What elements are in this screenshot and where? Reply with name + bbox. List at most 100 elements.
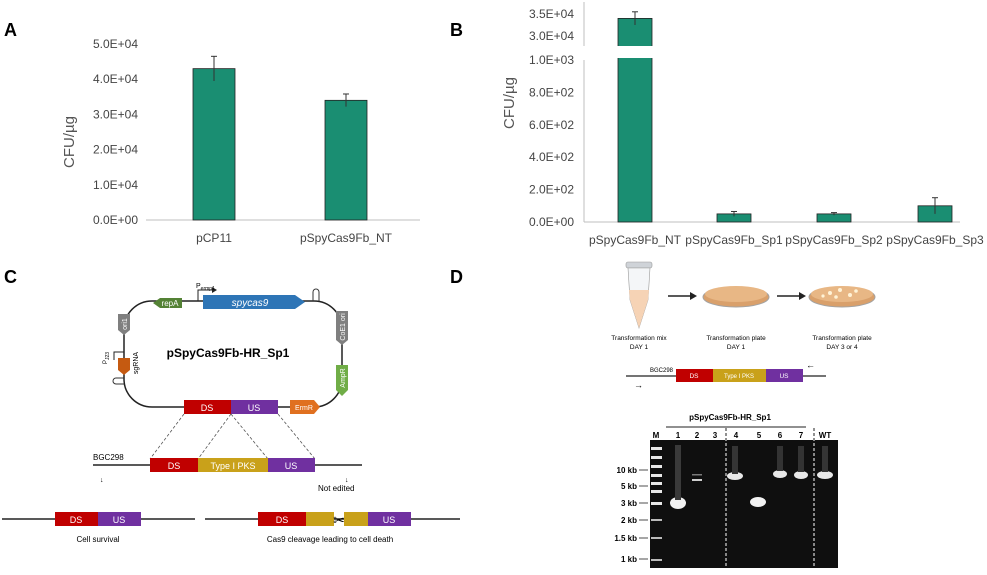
- panel-b-ytick-label: 3.5E+04: [529, 7, 574, 21]
- step1-day: DAY 1: [630, 344, 649, 351]
- ampr-gene: [336, 365, 348, 396]
- gel-ladder-label: 2 kb: [621, 516, 637, 525]
- plate-icon-2: [808, 286, 876, 308]
- panel-a-ytick-label: 1.0E+04: [93, 178, 138, 192]
- repa-label: repA: [162, 299, 180, 308]
- panel-b-ytick-label: 4.0E+02: [529, 150, 574, 164]
- panel-c-letter: C: [4, 267, 17, 287]
- ampr-label: AmpR: [340, 368, 347, 387]
- tube-icon: [625, 261, 653, 329]
- panel-b-xtick-label: pSpyCas9Fb_Sp3: [886, 233, 984, 247]
- gel-lane-label: M: [653, 431, 660, 440]
- d-us-label: US: [779, 373, 789, 380]
- not-edited-label: Not edited: [318, 484, 354, 493]
- gel-lane-label: 6: [778, 431, 783, 440]
- gel-lane-labels: M 1 2 3 4 5 6 7 WT: [653, 431, 832, 440]
- step3-title: Transformation plate: [812, 335, 872, 342]
- crossover-lines: [149, 413, 316, 460]
- gel-lane-label: 5: [757, 431, 762, 440]
- locus-label: BGC298: [93, 453, 124, 462]
- survival-us: [98, 512, 141, 526]
- genome-pks: [198, 458, 268, 472]
- panel-a-x-labels: pCP11 pSpyCas9Fb_NT: [196, 231, 393, 245]
- panel-a-bar: [192, 68, 236, 221]
- genome-ds: [150, 458, 198, 472]
- plasmid-us: [231, 400, 278, 414]
- panel-b-letter: B: [450, 20, 463, 40]
- arrow-down-left: ↓: [100, 477, 104, 484]
- panel-b-y-ticks: 0.0E+00 2.0E+02 4.0E+02 6.0E+02 8.0E+02 1.0E+…: [529, 7, 574, 229]
- d-pks-label: Type I PKS: [724, 374, 754, 380]
- spycas9-gene: [203, 295, 305, 309]
- panel-a-ytick-label: 0.0E+00: [93, 213, 138, 227]
- panel-b-ytick-label: 1.0E+03: [529, 53, 574, 67]
- panel-b: B CFU/µg 0.0E+00 2.0E+02 4.0E+02 6.0E+02 8.0…: [450, 2, 984, 247]
- death-ds-label: DS: [276, 515, 289, 525]
- arrowhead-right-1: [690, 292, 697, 300]
- panel-b-axis-break: [578, 46, 658, 58]
- primer-forward-icon: →: [634, 380, 643, 390]
- death-us: [368, 512, 411, 526]
- coe1-ori-label: CoE1 ori: [340, 313, 347, 341]
- death-us-label: US: [383, 515, 396, 525]
- panel-b-ylabel: CFU/µg: [501, 77, 518, 129]
- gel-ladder-label: 3 kb: [621, 499, 637, 508]
- panel-a-xtick-label: pCP11: [196, 231, 232, 245]
- scissors-icon: ✂: [333, 512, 345, 528]
- gel-lane-label: 1: [676, 431, 681, 440]
- panel-a-xtick-label: pSpyCas9Fb_NT: [300, 231, 393, 245]
- panel-b-x-labels: pSpyCas9Fb_NT pSpyCas9Fb_Sp1 pSpyCas9Fb_Sp…: [589, 233, 984, 247]
- panel-a-ylabel: CFU/µg: [61, 116, 78, 168]
- gel-ladder-label: 1 kb: [621, 555, 637, 564]
- panel-a-ytick-label: 5.0E+04: [93, 37, 138, 51]
- primer-reverse-icon: ←: [806, 360, 815, 370]
- pj23-label: PJ23: [103, 352, 111, 364]
- arrowhead-right-2: [799, 292, 806, 300]
- panel-b-ytick-label: 0.0E+00: [529, 215, 574, 229]
- d-us: [766, 369, 803, 382]
- panel-b-ytick-label: 2.0E+02: [529, 183, 574, 197]
- gel-lane-label: 7: [799, 431, 804, 440]
- terminator-left: [112, 377, 124, 385]
- panel-a-bar: [324, 99, 368, 221]
- death-pks-right: [344, 512, 368, 526]
- death-caption: Cas9 cleavage leading to cell death: [267, 535, 393, 544]
- survival-caption: Cell survival: [76, 535, 119, 544]
- terminator-top: [312, 288, 320, 301]
- plasmid-ds-label: DS: [201, 403, 214, 413]
- plasmid-ds: [184, 400, 231, 414]
- ori1-label: ori1: [122, 318, 129, 330]
- panel-b-xtick-label: pSpyCas9Fb_NT: [589, 233, 682, 247]
- gel-ladder-label: 5 kb: [621, 482, 637, 491]
- plasmid-name: pSpyCas9Fb-HR_Sp1: [167, 346, 290, 360]
- panel-b-ytick-label: 3.0E+04: [529, 29, 574, 43]
- gel-ladder-label: 1.5 kb: [614, 534, 637, 543]
- sgrna-element: [118, 358, 130, 375]
- ermr-gene: [290, 400, 320, 414]
- gel-ladder-label: 10 kb: [617, 466, 638, 475]
- panel-b-xtick-label: pSpyCas9Fb_Sp2: [785, 233, 883, 247]
- panel-b-ytick-label: 6.0E+02: [529, 118, 574, 132]
- panel-a-ytick-label: 3.0E+04: [93, 107, 138, 121]
- pj23-arrow: [113, 351, 124, 360]
- panel-a-ytick-label: 2.0E+04: [93, 143, 138, 157]
- gel-lane-label: 3: [713, 431, 718, 440]
- step3-day: DAY 3 or 4: [826, 344, 858, 351]
- gel-lane-label: WT: [819, 431, 832, 440]
- gel-bands: [651, 445, 833, 561]
- gel-ladder-labels: 10 kb 5 kb 3 kb 2 kb 1.5 kb 1 kb: [614, 466, 648, 564]
- panel-d: D Transformation mix DAY 1 Transformatio…: [450, 261, 876, 568]
- panel-a-bars: [192, 55, 368, 221]
- d-ds: [676, 369, 713, 382]
- panel-a-ytick-label: 4.0E+04: [93, 72, 138, 86]
- promoter-arrowhead: [212, 287, 217, 293]
- d-pks: [713, 369, 766, 382]
- promoter-arrow: [197, 289, 212, 301]
- genome-pks-label: Type I PKS: [210, 461, 255, 471]
- genome-ds-label: DS: [168, 461, 181, 471]
- survival-ds: [55, 512, 98, 526]
- coe1-ori-element: [336, 311, 348, 345]
- step2-day: DAY 1: [727, 344, 746, 351]
- d-locus-label: BGC298: [650, 368, 674, 374]
- gel-lane-label: 2: [695, 431, 700, 440]
